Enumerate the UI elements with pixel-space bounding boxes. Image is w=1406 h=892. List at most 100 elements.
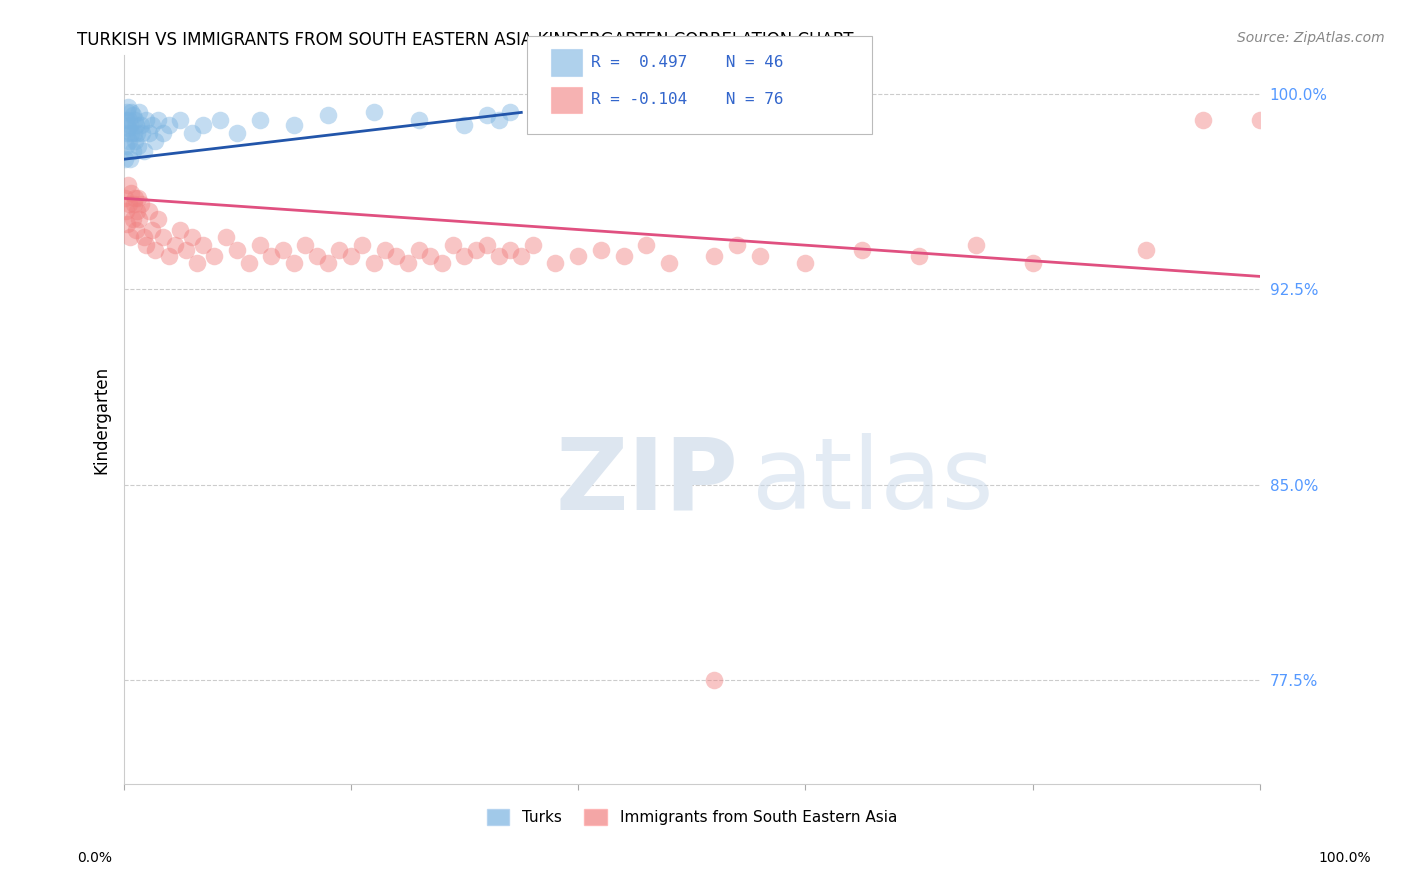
Point <box>127 191 149 205</box>
Point <box>118 113 141 128</box>
Point <box>114 139 136 153</box>
Text: R = -0.104    N = 76: R = -0.104 N = 76 <box>591 93 783 107</box>
Point <box>316 108 339 122</box>
Point <box>157 119 180 133</box>
Point <box>249 113 271 128</box>
Point <box>124 134 146 148</box>
Point <box>128 212 150 227</box>
Point <box>226 244 249 258</box>
Point <box>408 244 430 258</box>
Point <box>118 134 141 148</box>
Point <box>430 256 453 270</box>
Point <box>121 105 143 120</box>
Point <box>163 238 186 252</box>
Point <box>703 249 725 263</box>
Point <box>283 256 305 270</box>
Point <box>127 139 149 153</box>
Point <box>510 249 533 263</box>
Point <box>725 238 748 252</box>
Point <box>488 249 510 263</box>
Point <box>115 218 138 232</box>
Point <box>114 153 136 167</box>
Point <box>127 126 149 140</box>
Point <box>396 256 419 270</box>
Point <box>135 113 157 128</box>
Point <box>129 119 152 133</box>
Point <box>118 196 141 211</box>
Point <box>544 256 567 270</box>
Point <box>204 249 226 263</box>
Point <box>226 126 249 140</box>
Text: R =  0.497    N = 46: R = 0.497 N = 46 <box>591 55 783 70</box>
Point <box>453 119 475 133</box>
Point <box>488 113 510 128</box>
Point <box>115 126 138 140</box>
Point <box>169 222 191 236</box>
Point <box>636 238 658 252</box>
Point <box>120 230 142 244</box>
Point <box>249 238 271 252</box>
Point <box>125 119 148 133</box>
Y-axis label: Kindergarten: Kindergarten <box>93 366 110 474</box>
Point <box>121 186 143 200</box>
Point <box>316 256 339 270</box>
Point <box>363 256 385 270</box>
Point <box>703 673 725 687</box>
Point <box>374 244 396 258</box>
Point <box>499 105 522 120</box>
Point <box>124 113 146 128</box>
Point <box>129 196 152 211</box>
Point <box>464 244 486 258</box>
Text: Source: ZipAtlas.com: Source: ZipAtlas.com <box>1237 31 1385 45</box>
Point <box>174 244 197 258</box>
Point <box>209 113 232 128</box>
Point <box>135 238 157 252</box>
Point <box>152 230 174 244</box>
Point <box>363 105 385 120</box>
Point <box>169 113 191 128</box>
Point <box>143 134 166 148</box>
Point <box>114 204 136 219</box>
Point <box>115 105 138 120</box>
Point <box>908 249 931 263</box>
Point <box>283 119 305 133</box>
Point <box>180 230 202 244</box>
Point <box>522 238 544 252</box>
Text: atlas: atlas <box>752 434 994 530</box>
Point <box>260 249 283 263</box>
Point <box>328 244 350 258</box>
Point <box>125 222 148 236</box>
Point <box>453 249 475 263</box>
Point <box>658 256 681 270</box>
Point <box>1192 113 1215 128</box>
Point <box>146 212 169 227</box>
Point <box>120 119 142 133</box>
Point <box>141 222 163 236</box>
Point <box>121 126 143 140</box>
Legend: Turks, Immigrants from South Eastern Asia: Turks, Immigrants from South Eastern Asi… <box>481 803 903 831</box>
Point <box>1249 113 1271 128</box>
Point <box>122 196 145 211</box>
Point <box>238 256 260 270</box>
Text: 0.0%: 0.0% <box>77 851 112 865</box>
Point <box>294 238 316 252</box>
Point <box>152 126 174 140</box>
Point <box>117 121 139 136</box>
Point <box>613 249 636 263</box>
Point <box>419 249 441 263</box>
Text: TURKISH VS IMMIGRANTS FROM SOUTH EASTERN ASIA KINDERGARTEN CORRELATION CHART: TURKISH VS IMMIGRANTS FROM SOUTH EASTERN… <box>77 31 853 49</box>
Point <box>749 249 772 263</box>
Point <box>186 256 208 270</box>
Point <box>271 244 294 258</box>
Point <box>589 244 612 258</box>
Point <box>138 204 160 219</box>
Point <box>191 119 214 133</box>
Point <box>128 105 150 120</box>
Point <box>132 145 155 159</box>
Text: ZIP: ZIP <box>555 434 738 530</box>
Point <box>965 238 987 252</box>
Point <box>124 191 146 205</box>
Point <box>138 126 160 140</box>
Point <box>157 249 180 263</box>
Point <box>121 108 143 122</box>
